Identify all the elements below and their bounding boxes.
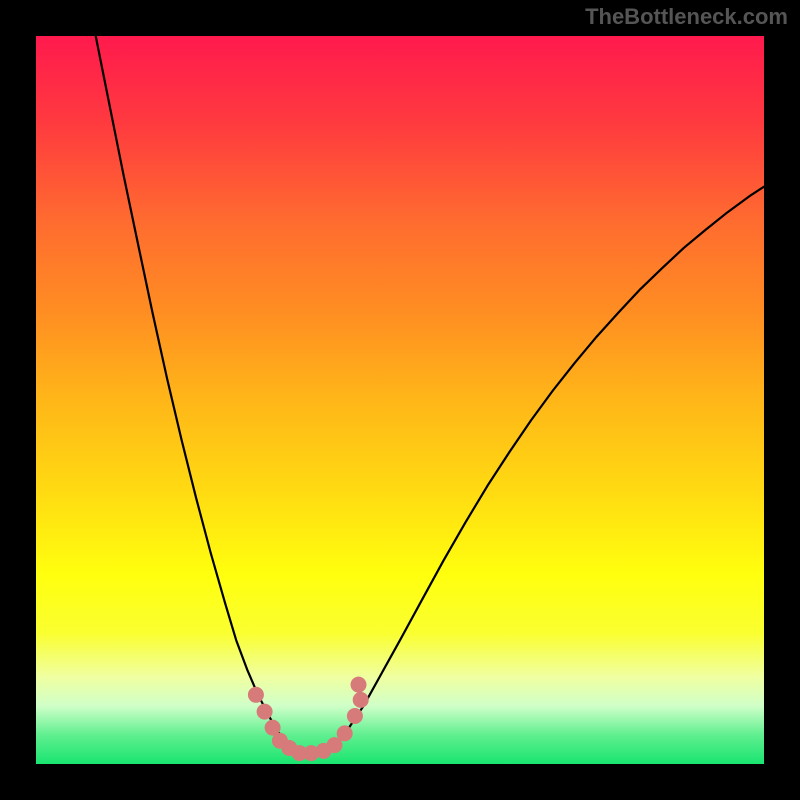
marker-point (353, 692, 369, 708)
marker-point (248, 687, 264, 703)
chart-plot-area (36, 36, 764, 764)
bottleneck-chart (36, 36, 764, 764)
marker-point (337, 725, 353, 741)
marker-point (257, 704, 273, 720)
curve-right_branch (327, 187, 764, 750)
marker-point (351, 677, 367, 693)
curve-left_branch (96, 36, 298, 749)
watermark-text: TheBottleneck.com (585, 4, 788, 30)
marker-point (347, 708, 363, 724)
